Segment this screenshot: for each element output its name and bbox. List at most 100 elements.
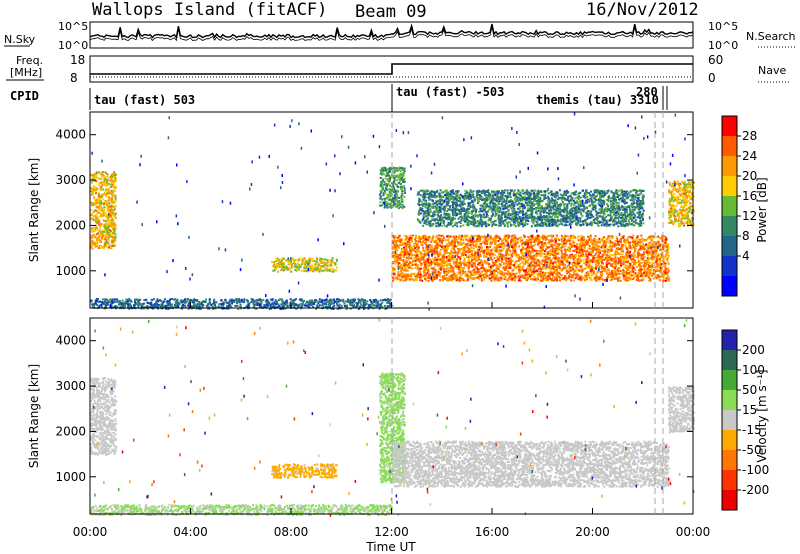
data-cell (602, 256, 604, 258)
data-cell (542, 272, 544, 274)
data-cell (400, 183, 402, 185)
data-cell (445, 268, 447, 270)
data-cell (581, 235, 583, 237)
data-cell (432, 257, 434, 259)
data-cell (400, 206, 402, 208)
data-cell (440, 259, 442, 261)
data-cell (389, 195, 391, 197)
data-cell (464, 273, 466, 275)
data-cell (473, 264, 475, 266)
data-cell (110, 186, 112, 188)
data-cell (471, 235, 473, 237)
data-cell (561, 261, 563, 263)
data-cell (382, 179, 384, 181)
data-cell (610, 241, 612, 243)
data-cell (404, 263, 406, 265)
data-cell (312, 258, 314, 260)
data-cell (485, 256, 487, 258)
data-cell (385, 178, 387, 180)
data-cell (393, 168, 395, 170)
data-cell (91, 204, 93, 206)
data-cell (399, 264, 401, 266)
data-cell (605, 242, 607, 244)
data-cell (558, 244, 560, 246)
data-cell (537, 253, 539, 255)
data-cell (484, 262, 486, 264)
data-cell (603, 253, 605, 255)
data-cell (91, 230, 93, 232)
data-cell (95, 203, 97, 205)
freq-label-2: [MHz] (10, 66, 42, 79)
data-cell (512, 269, 514, 271)
data-cell (524, 236, 526, 238)
data-cell (477, 235, 479, 237)
data-cell (379, 198, 381, 200)
data-cell (575, 255, 577, 257)
data-cell (510, 258, 512, 260)
data-cell (467, 279, 469, 281)
data-cell (319, 268, 321, 270)
data-cell (406, 247, 408, 249)
data-cell (478, 258, 480, 260)
data-cell (641, 238, 643, 240)
data-cell (431, 251, 433, 253)
data-cell (430, 259, 432, 261)
data-cell (400, 186, 402, 188)
data-cell (96, 239, 98, 241)
data-cell (383, 167, 385, 169)
data-cell (417, 245, 419, 247)
data-cell (578, 260, 580, 262)
data-cell (433, 267, 435, 269)
data-cell (470, 277, 472, 279)
data-cell (547, 279, 549, 281)
data-cell (332, 271, 334, 273)
data-cell (481, 280, 483, 282)
data-cell (496, 236, 498, 238)
data-cell (563, 246, 565, 248)
data-cell (399, 202, 401, 204)
data-cell (527, 253, 529, 255)
data-cell (450, 250, 452, 252)
data-cell (407, 268, 409, 270)
data-cell (568, 240, 570, 242)
data-cell (556, 270, 558, 272)
data-cell (632, 235, 634, 237)
data-cell (113, 209, 115, 211)
data-cell (393, 202, 395, 204)
data-cell (102, 238, 104, 240)
data-cell (580, 255, 582, 257)
data-cell (419, 256, 421, 258)
data-cell (500, 249, 502, 251)
data-cell (93, 197, 95, 199)
data-cell (610, 235, 612, 237)
data-cell (457, 238, 459, 240)
data-cell (404, 196, 406, 198)
data-cell (595, 235, 597, 237)
data-cell (597, 276, 599, 278)
data-cell (489, 246, 491, 248)
data-cell (611, 264, 613, 266)
data-cell (422, 247, 424, 249)
data-cell (530, 256, 532, 258)
data-cell (396, 259, 398, 261)
data-cell (461, 268, 463, 270)
data-cell (495, 270, 497, 272)
data-cell (115, 236, 117, 238)
data-cell (667, 271, 669, 273)
data-cell (601, 273, 603, 275)
data-cell (98, 247, 100, 249)
data-cell (598, 278, 600, 280)
data-cell (465, 254, 467, 256)
data-cell (419, 273, 421, 275)
data-cell (109, 206, 111, 208)
data-cell (482, 237, 484, 239)
data-cell (648, 272, 650, 274)
data-cell (448, 245, 450, 247)
data-cell (109, 229, 111, 231)
data-cell (472, 273, 474, 275)
data-cell (484, 243, 486, 245)
data-cell (422, 237, 424, 239)
data-cell (465, 246, 467, 248)
data-cell (440, 240, 442, 242)
data-cell (579, 251, 581, 253)
